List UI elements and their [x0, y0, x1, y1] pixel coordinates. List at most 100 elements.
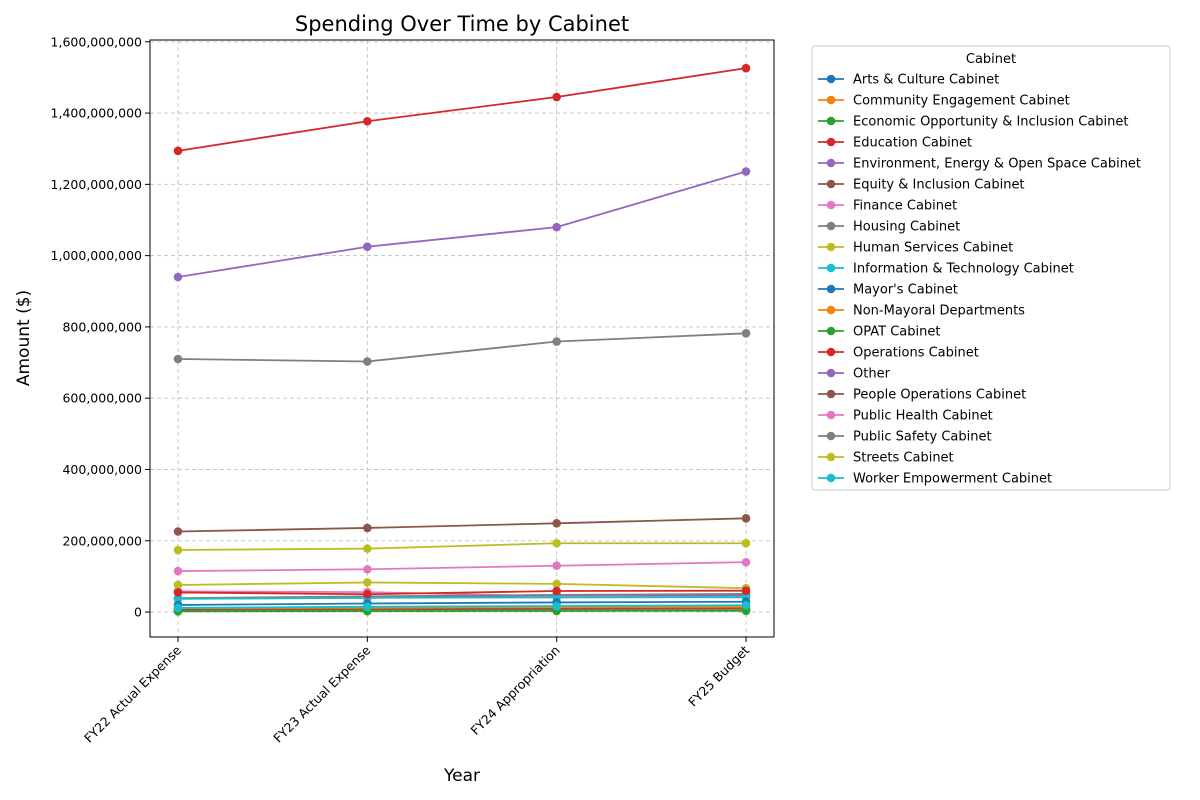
legend-label: Finance Cabinet — [853, 199, 957, 214]
series-18 — [173, 538, 751, 555]
data-point — [363, 116, 372, 126]
data-point — [363, 242, 372, 252]
legend-entry: Equity & Inclusion Cabinet — [818, 178, 1025, 193]
legend-marker — [826, 158, 836, 168]
data-point — [173, 566, 183, 576]
legend-label: Education Cabinet — [853, 136, 972, 151]
series-line — [177, 542, 746, 551]
legend-label: Operations Cabinet — [853, 346, 979, 361]
data-point — [363, 564, 372, 574]
series-line — [177, 600, 747, 606]
data-point — [741, 514, 751, 523]
data-point — [363, 589, 372, 599]
plot-area-frame — [149, 39, 775, 638]
legend-entry: Information & Technology Cabinet — [818, 262, 1074, 277]
data-point — [741, 329, 751, 338]
series-line — [177, 592, 747, 600]
legend: Cabinet Arts & Culture Cabinet Community … — [811, 45, 1171, 491]
legend-entry: Mayor's Cabinet — [818, 283, 958, 298]
legend-label: Other — [853, 367, 891, 382]
legend-marker — [826, 284, 836, 294]
legend-entry: Public Health Cabinet — [818, 409, 993, 424]
data-point — [552, 222, 561, 232]
legend-marker — [826, 389, 836, 399]
legend-label: Public Health Cabinet — [853, 409, 993, 424]
legend-marker — [826, 221, 836, 231]
data-point — [363, 357, 372, 366]
legend-entry: Housing Cabinet — [818, 220, 960, 235]
legend-marker — [826, 116, 836, 126]
legend-label: Worker Empowerment Cabinet — [853, 472, 1052, 487]
y-tick-label: 1,000,000,000 — [51, 248, 142, 263]
legend-label: Human Services Cabinet — [853, 241, 1013, 256]
series-15 — [173, 514, 751, 536]
legend-entry: Non-Mayoral Departments — [818, 304, 1025, 319]
legend-label: Economic Opportunity & Inclusion Cabinet — [853, 115, 1129, 130]
legend-label: OPAT Cabinet — [853, 325, 940, 340]
legend-marker — [826, 431, 836, 441]
x-axis-title: Year — [443, 766, 480, 786]
legend-label: Non-Mayoral Departments — [853, 304, 1025, 319]
data-point — [363, 602, 372, 612]
y-tick-label: 1,400,000,000 — [51, 106, 142, 121]
legend-entry: Environment, Energy & Open Space Cabinet — [818, 157, 1141, 172]
series-line — [177, 170, 747, 278]
data-point — [173, 545, 183, 555]
data-point — [741, 538, 751, 548]
series-19 — [173, 600, 751, 613]
chart-title: Spending Over Time by Cabinet — [295, 12, 629, 36]
y-tick-label: 1,200,000,000 — [51, 177, 142, 192]
legend-label: Equity & Inclusion Cabinet — [853, 178, 1025, 193]
data-point — [552, 561, 561, 571]
data-point — [363, 544, 372, 553]
legend-label: People Operations Cabinet — [853, 388, 1026, 403]
legend-marker — [826, 347, 836, 357]
y-tick-label: 200,000,000 — [62, 533, 142, 548]
legend-marker — [826, 305, 836, 315]
series-line — [177, 609, 747, 613]
legend-entry: Other — [818, 367, 891, 382]
data-point — [741, 600, 751, 610]
legend-entry: Public Safety Cabinet — [818, 430, 992, 445]
data-point — [363, 523, 372, 533]
data-point — [552, 586, 561, 596]
series-16 — [173, 557, 751, 576]
legend-marker — [826, 74, 836, 84]
series-line — [177, 517, 747, 533]
data-point — [173, 580, 183, 590]
legend-box — [811, 45, 1171, 491]
data-point — [741, 63, 751, 73]
y-axis: 0 200,000,000 400,000,000 600,000,000 800,00… — [51, 34, 150, 620]
legend-entry: OPAT Cabinet — [818, 325, 940, 340]
legend-entry: Human Services Cabinet — [818, 241, 1013, 256]
legend-marker — [826, 410, 836, 420]
legend-marker — [826, 326, 836, 336]
data-point — [552, 601, 561, 611]
data-point — [741, 586, 751, 595]
y-tick-label: 1,600,000,000 — [51, 34, 142, 49]
legend-label: Environment, Energy & Open Space Cabinet — [853, 157, 1141, 172]
legend-label: Public Safety Cabinet — [853, 430, 992, 445]
legend-label: Mayor's Cabinet — [853, 283, 958, 298]
series-17 — [173, 329, 751, 366]
legend-entry: Economic Opportunity & Inclusion Cabinet — [818, 115, 1129, 130]
grid — [150, 40, 774, 637]
legend-entry: Education Cabinet — [818, 136, 972, 151]
series-line — [177, 589, 747, 596]
data-point — [552, 579, 561, 589]
series-lines — [173, 63, 751, 616]
legend-label: Arts & Culture Cabinet — [853, 73, 999, 88]
series-line — [177, 581, 747, 590]
data-point — [173, 603, 183, 613]
series-line — [177, 607, 747, 611]
legend-entry: Streets Cabinet — [818, 451, 954, 466]
series-line — [177, 604, 747, 609]
series-3 — [173, 63, 751, 156]
data-point — [173, 272, 183, 282]
legend-entry: Arts & Culture Cabinet — [818, 73, 999, 88]
data-point — [173, 354, 183, 364]
y-tick-label: 0 — [134, 605, 142, 620]
series-13 — [173, 586, 751, 599]
